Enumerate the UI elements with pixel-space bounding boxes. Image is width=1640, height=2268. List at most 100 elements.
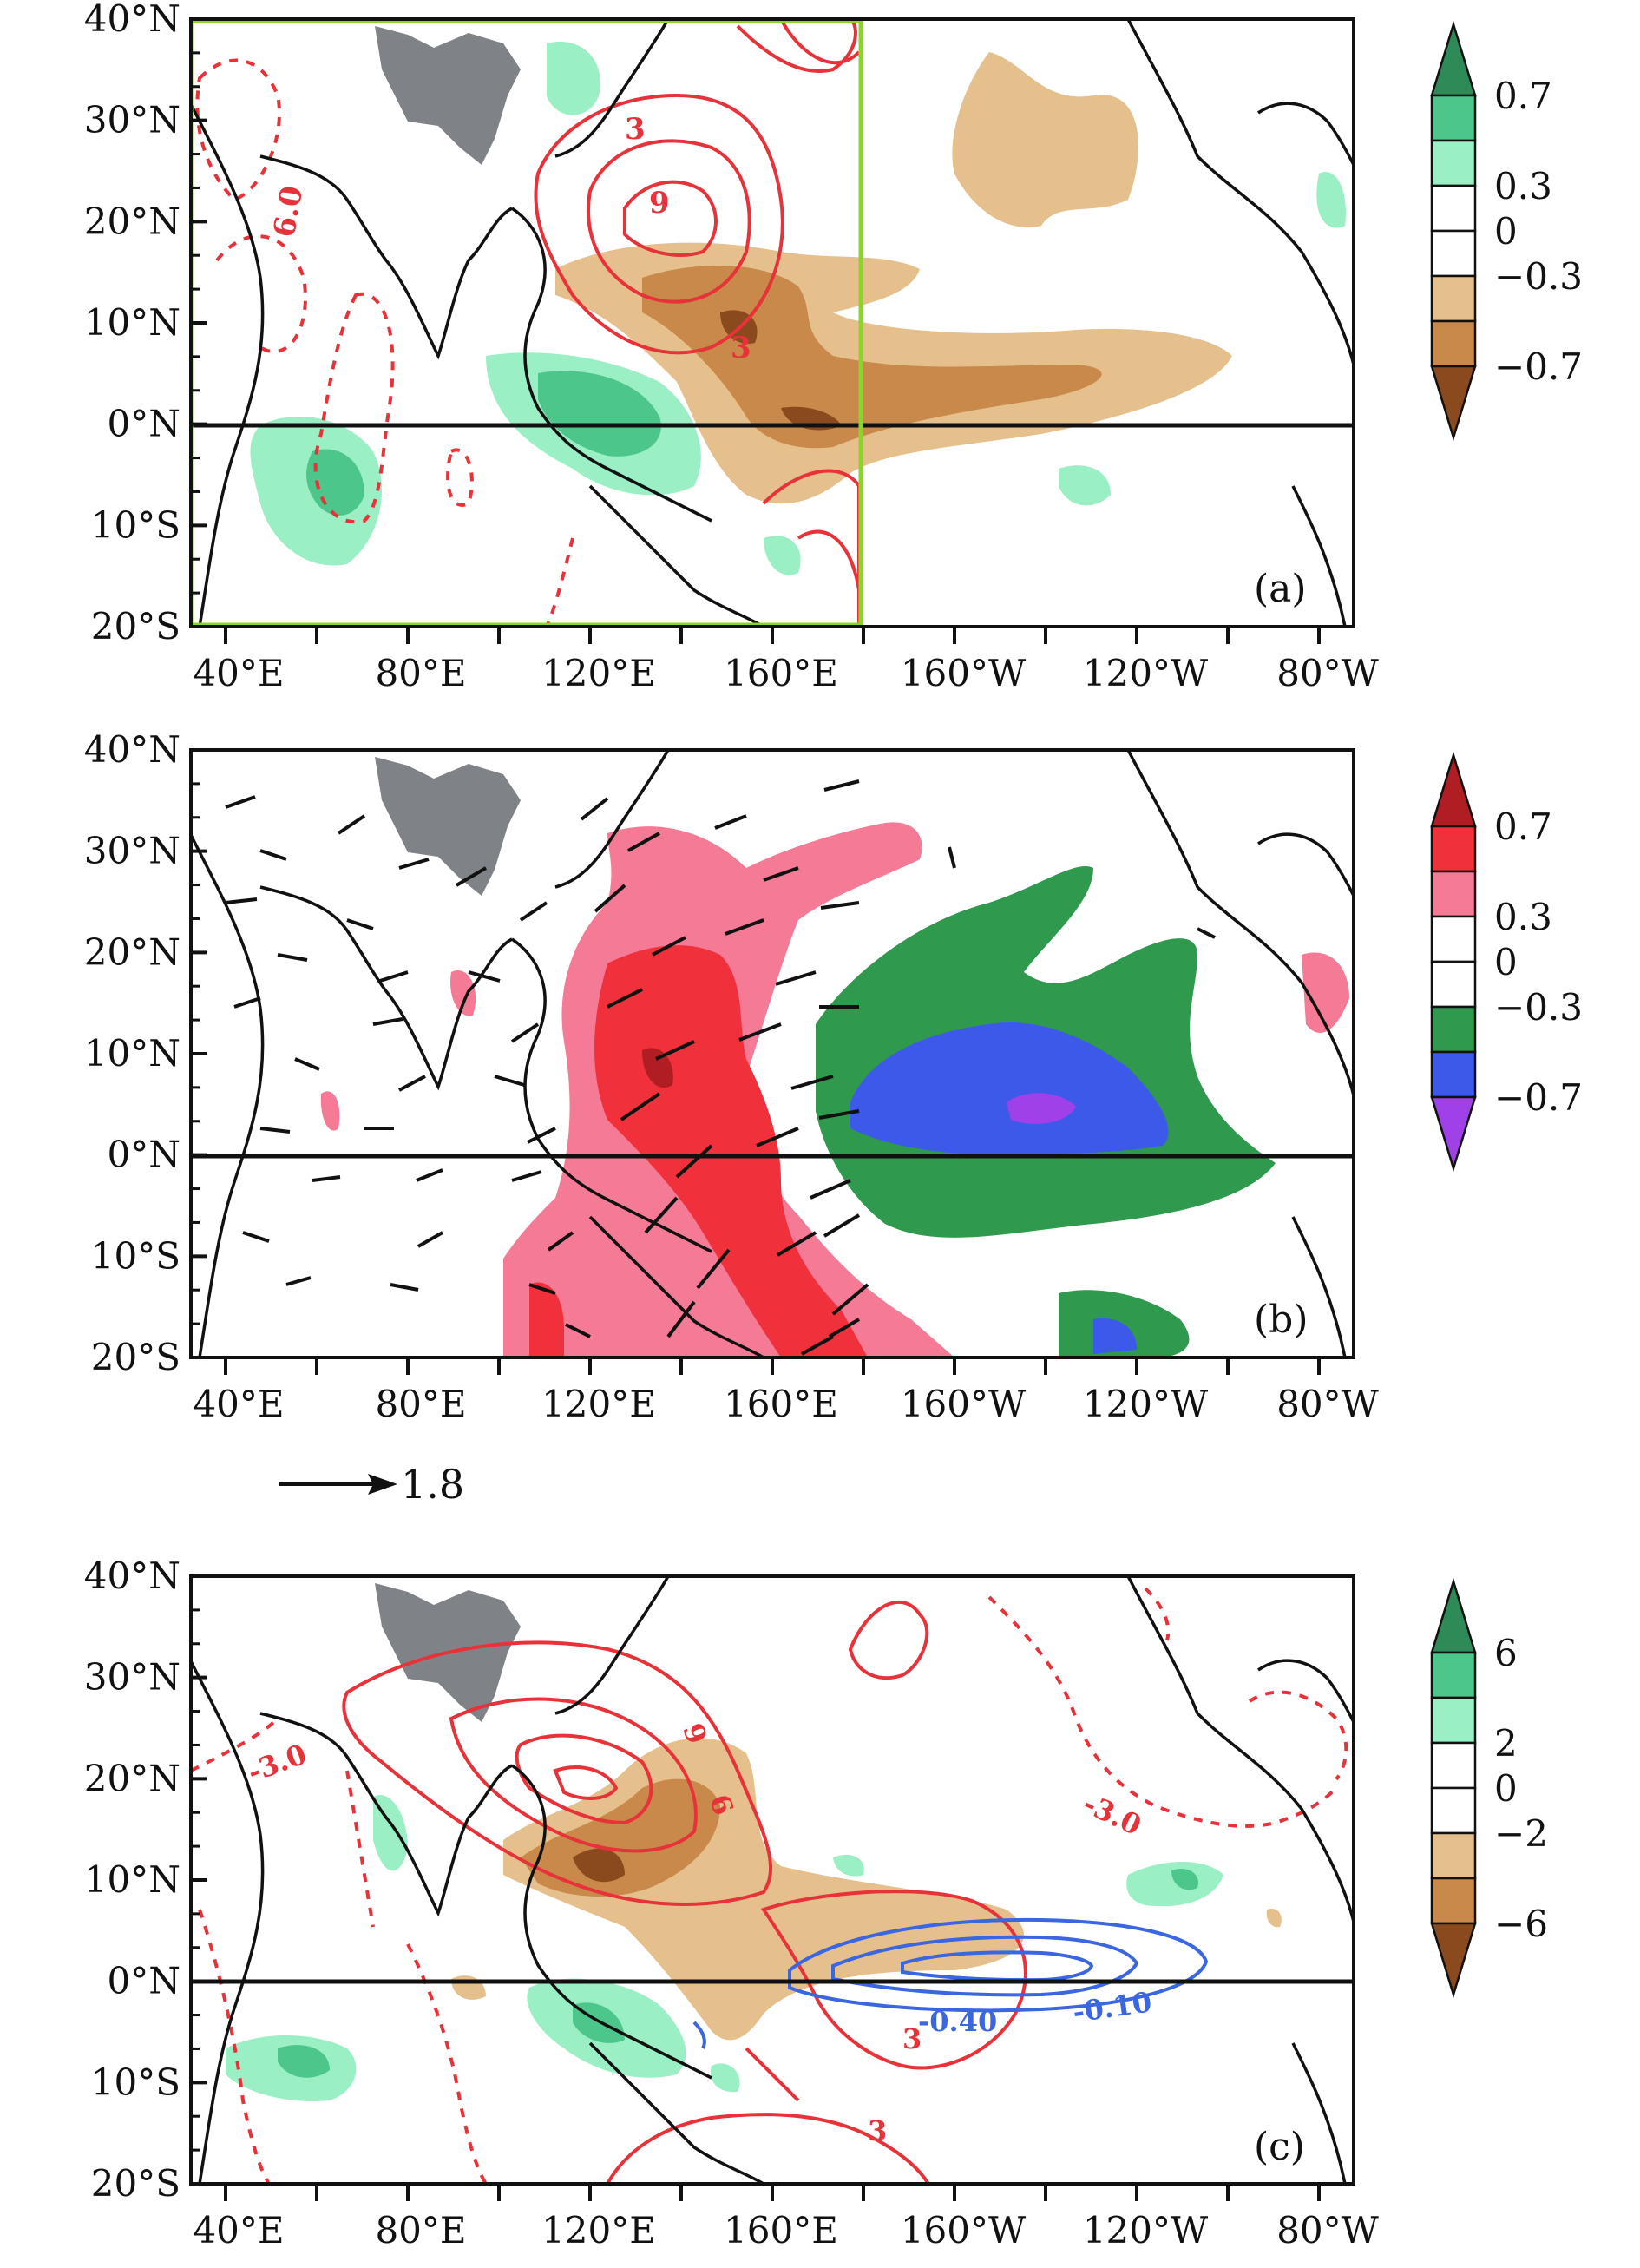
panel-c-shade-brown-mid [521, 1778, 720, 1897]
colorbar-label: −2 [1494, 1812, 1548, 1855]
panel-b-wind-vectors [225, 779, 1216, 1356]
panel-a-shade-brown-upper [952, 52, 1138, 227]
colorbar-swatch [1430, 1651, 1477, 1699]
panel-b-shade-grey-plateau [375, 757, 521, 896]
panel-a-contour-label: 3 [625, 112, 646, 147]
panel-a-map [191, 19, 1354, 627]
panel-b-lat-tick-label: 10°N [84, 1032, 180, 1075]
panel-a-lon-tick-label: 160°E [724, 652, 838, 694]
panel-c-map [191, 1576, 1354, 2184]
panel-b-lon-tick-label: 80°W [1276, 1383, 1379, 1425]
colorbar-label: −0.7 [1494, 1076, 1583, 1119]
colorbar-swatch [1430, 274, 1477, 323]
colorbar-swatch [1430, 960, 1477, 1009]
colorbar-label: 2 [1494, 1722, 1518, 1765]
panel-b-shade-darkred [642, 1048, 673, 1088]
panel-c-contours-blue [692, 1917, 1209, 2049]
panel-c-lat-tick-label: 30°N [84, 1656, 180, 1699]
panel-b-lon-tick-label: 40°E [193, 1383, 284, 1425]
colorbar-top-arrow [1430, 20, 1477, 97]
colorbar-swatch [1430, 1050, 1477, 1099]
colorbar-swatch [1430, 319, 1477, 368]
panel-c-colorbar: 6 20−2 −6 [1430, 1577, 1548, 1999]
panel-a-shade-brown-mid [642, 266, 1102, 449]
colorbar-bottom-arrow [1430, 365, 1477, 442]
colorbar-top-arrow [1430, 1577, 1477, 1654]
panel-c-shade-brown-dark [573, 1848, 625, 1883]
colorbar-swatch [1430, 1741, 1477, 1790]
panel-b-lat-tick-label: 10°S [91, 1234, 180, 1277]
panel-b-lon-tick-label: 160°W [901, 1383, 1027, 1425]
colorbar-label: 0.7 [1494, 805, 1552, 848]
reference-vector-head [368, 1474, 397, 1495]
colorbar-swatch [1430, 1696, 1477, 1745]
panel-b-lon-tick-label: 80°E [375, 1383, 466, 1425]
colorbar-swatch [1430, 1005, 1477, 1054]
panel-a: 3 9 3 6.0 (a) [189, 17, 1355, 628]
panel-a-lat-tick-label: 10°N [84, 301, 180, 344]
panel-b-shade-red [529, 945, 868, 1358]
panel-a-lat-tick-label: 0°N [108, 403, 180, 445]
panel-c-lat-tick-label: 10°N [84, 1858, 180, 1901]
panel-c-contours-dashed [191, 1587, 1348, 2184]
panel-a-lon-tick-label: 120°E [541, 652, 656, 694]
panel-a-lon-tick-label: 120°W [1083, 652, 1209, 694]
reference-vector-label: 1.8 [401, 1461, 464, 1508]
panel-a-label: (a) [1254, 567, 1307, 611]
panel-b-lon-tick-label: 120°W [1083, 1383, 1209, 1425]
panel-c-contour-label: 3 [902, 2022, 922, 2055]
colorbar-label: 0 [1494, 1767, 1518, 1810]
colorbar-label: 0.3 [1494, 165, 1552, 207]
colorbar-swatch [1430, 139, 1477, 187]
panel-a-colorbar: 0.7 0.30−0.3 −0.7 [1430, 20, 1583, 442]
panel-c-lat-tick-label: 40°N [84, 1555, 180, 1597]
colorbar-label: 0.7 [1494, 75, 1552, 117]
colorbar-swatch [1430, 825, 1477, 873]
panel-a-lat-tick-label: 40°N [84, 0, 180, 40]
panel-a-shade-grey-plateau [375, 26, 521, 165]
colorbar-label: 6 [1494, 1632, 1518, 1674]
panel-c-lon-tick-label: 160°W [901, 2209, 1027, 2252]
colorbar-swatch [1430, 94, 1477, 142]
panel-c-lat-tick-label: 20°N [84, 1757, 180, 1799]
panel-a-lat-tick-label: 10°S [91, 503, 180, 546]
colorbar-label: −0.3 [1494, 986, 1583, 1029]
panel-a-shade-green-light [250, 42, 1346, 575]
panel-c-contour-label: 3 [868, 2114, 887, 2147]
colorbar-top-arrow [1430, 751, 1477, 828]
panel-c-lon-tick-label: 80°W [1276, 2209, 1379, 2252]
panel-a-contours-dashed [195, 58, 574, 627]
colorbar-swatch [1430, 1831, 1477, 1880]
panel-b-lat-tick-label: 0°N [108, 1134, 180, 1176]
colorbar-swatch [1430, 915, 1477, 963]
panel-a-contour-label: 3 [731, 331, 751, 365]
panel-a-lon-tick-label: 80°W [1276, 652, 1379, 694]
panel-b-lat-tick-label: 20°S [91, 1336, 180, 1378]
panel-a-lat-tick-label: 30°N [84, 99, 180, 141]
panel-c: -3.0 9 6 -3.0 3 3 -0.40 -0.10 (c) [189, 1574, 1355, 2186]
panel-c-lat-tick-label: 0°N [108, 1960, 180, 2002]
panel-b-lat-tick-label: 20°N [84, 930, 180, 973]
reference-vector: 1.8 [279, 1461, 464, 1508]
colorbar-swatch [1430, 1877, 1477, 1925]
panel-a-lat-tick-label: 20°S [91, 605, 180, 648]
panel-b-lon-tick-label: 120°E [541, 1383, 656, 1425]
colorbar-label: 0.3 [1494, 896, 1552, 938]
colorbar-swatch [1430, 870, 1477, 918]
colorbar-bottom-arrow [1430, 1922, 1477, 1999]
colorbar-swatch [1430, 229, 1477, 278]
panel-c-lon-tick-label: 120°E [541, 2209, 656, 2252]
colorbar-label: −0.3 [1494, 255, 1583, 298]
colorbar-label: −0.7 [1494, 345, 1583, 388]
panel-c-lat-tick-label: 20°S [91, 2162, 180, 2205]
panel-a-shade-green-mid [306, 371, 661, 516]
panel-b-shade-blue [850, 1022, 1169, 1354]
panel-c-coastlines [191, 1576, 1354, 2184]
panel-a-contours [534, 19, 861, 625]
colorbar-label: −6 [1494, 1903, 1548, 1945]
panel-a-lon-tick-label: 80°E [375, 652, 466, 694]
panel-b-label: (b) [1254, 1298, 1309, 1342]
panel-c-lat-tick-label: 10°S [91, 2061, 180, 2103]
colorbar-label: 0 [1494, 210, 1518, 253]
